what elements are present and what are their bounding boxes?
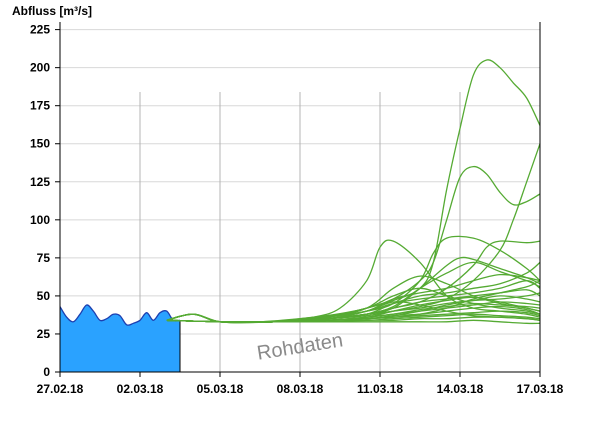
x-tick-label: 05.03.18 bbox=[197, 382, 244, 396]
x-tick-label: 08.03.18 bbox=[277, 382, 324, 396]
y-tick-label: 25 bbox=[37, 327, 51, 341]
x-tick-label: 27.02.18 bbox=[37, 382, 84, 396]
observed-area bbox=[60, 304, 180, 372]
x-tick-label: 11.03.18 bbox=[357, 382, 403, 396]
y-tick-label: 225 bbox=[30, 23, 50, 37]
y-tick-label: 175 bbox=[30, 99, 50, 113]
y-tick-label: 0 bbox=[43, 365, 50, 379]
axes bbox=[55, 22, 541, 377]
y-tick-label: 125 bbox=[30, 175, 50, 189]
y-tick-label: 50 bbox=[37, 289, 51, 303]
x-tick-label: 14.03.18 bbox=[437, 382, 484, 396]
forecast-series-line bbox=[166, 59, 541, 324]
observed-line bbox=[59, 304, 181, 326]
y-tick-label: 75 bbox=[37, 251, 51, 265]
y-tick-label: 150 bbox=[30, 137, 50, 151]
forecast-series-group bbox=[166, 59, 541, 325]
y-axis-title: Abfluss [m³/s] bbox=[12, 4, 92, 18]
tick-labels: 0 25 50 75 100 125 150 175 200 225 27.02.18 02.03.1… bbox=[30, 23, 564, 396]
forecast-series-line bbox=[166, 239, 541, 324]
y-tick-label: 200 bbox=[30, 61, 50, 75]
x-tick-label: 17.03.18 bbox=[517, 382, 564, 396]
x-tick-label: 02.03.18 bbox=[117, 382, 164, 396]
forecast-series-line bbox=[166, 302, 541, 323]
y-tick-label: 100 bbox=[30, 213, 50, 227]
observed-series bbox=[59, 304, 181, 372]
grid-lines bbox=[60, 29, 540, 372]
